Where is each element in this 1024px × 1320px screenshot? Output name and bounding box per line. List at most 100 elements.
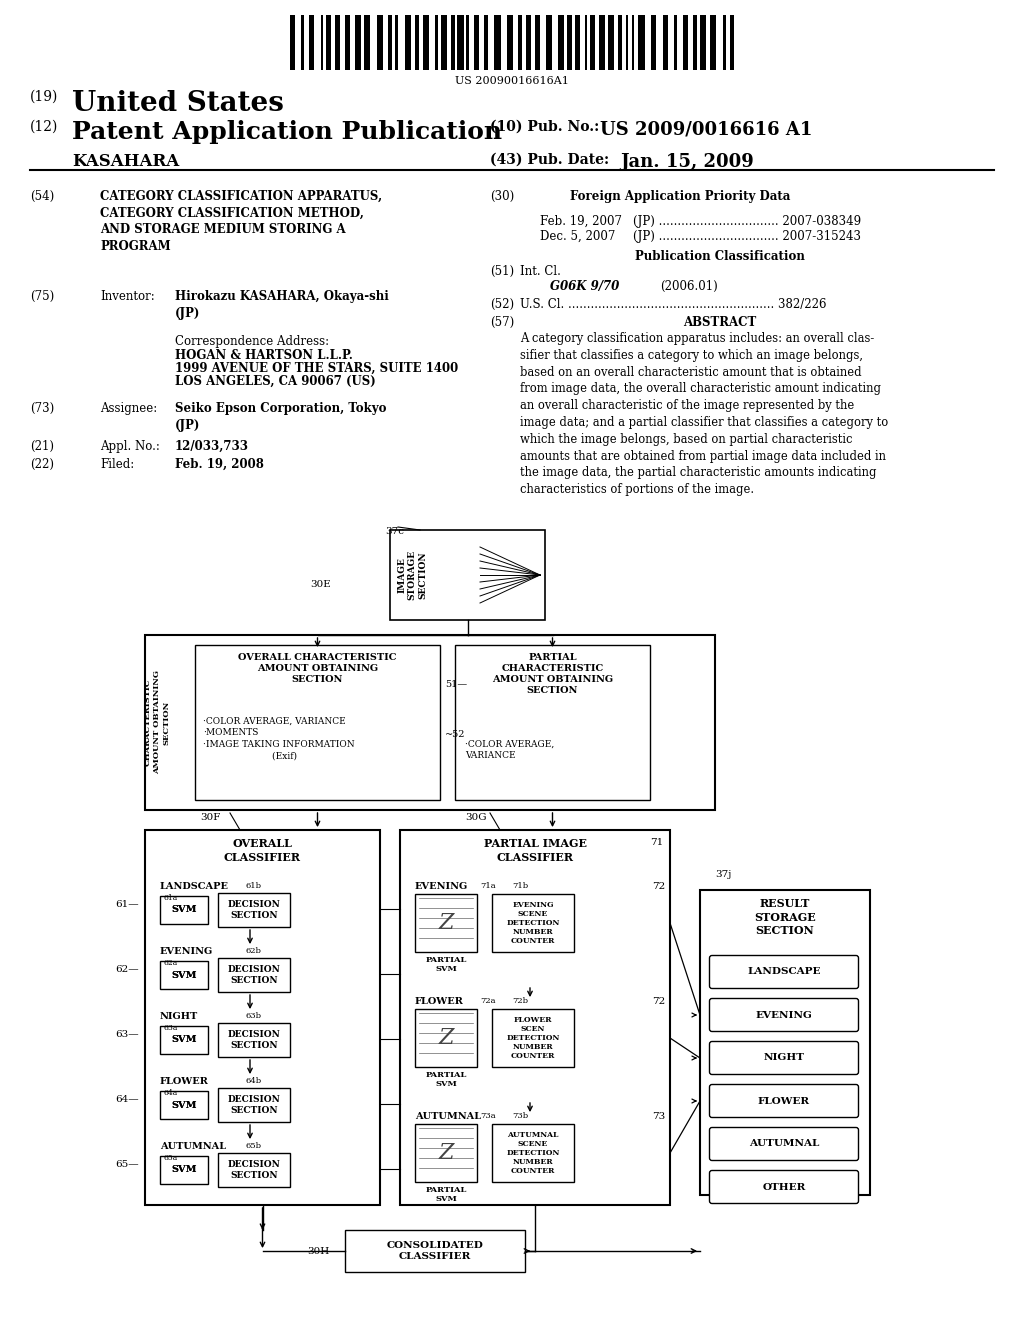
Text: OTHER: OTHER	[762, 1183, 806, 1192]
Text: G06K 9/70: G06K 9/70	[550, 280, 620, 293]
Text: United States: United States	[72, 90, 284, 117]
Text: (JP) ................................ 2007-038349: (JP) ................................ 20…	[633, 215, 861, 228]
Bar	[730, 15, 734, 70]
Text: (2006.01): (2006.01)	[660, 280, 718, 293]
Text: 64—: 64—	[115, 1096, 138, 1104]
Text: 72: 72	[651, 997, 665, 1006]
Bar	[415, 1008, 477, 1067]
Text: HOGAN & HARTSON L.L.P.: HOGAN & HARTSON L.L.P.	[175, 348, 353, 362]
Bar	[700, 890, 870, 1195]
Text: A category classification apparatus includes: an overall clas-
sifier that class: A category classification apparatus incl…	[520, 333, 888, 496]
Text: PARTIAL
SVM: PARTIAL SVM	[425, 956, 467, 973]
Text: Appl. No.:: Appl. No.:	[100, 440, 160, 453]
Bar	[377, 15, 383, 70]
Bar	[326, 15, 331, 70]
Text: CATEGORY CLASSIFICATION APPARATUS,
CATEGORY CLASSIFICATION METHOD,
AND STORAGE M: CATEGORY CLASSIFICATION APPARATUS, CATEG…	[100, 190, 382, 252]
Text: EVENING: EVENING	[415, 882, 468, 891]
Text: SVM: SVM	[171, 1101, 197, 1110]
Bar	[145, 830, 380, 1205]
Bar	[160, 896, 208, 924]
Bar	[345, 15, 350, 70]
Text: SVM: SVM	[171, 1035, 197, 1044]
FancyBboxPatch shape	[710, 1085, 858, 1118]
Text: Seiko Epson Corporation, Tokyo
(JP): Seiko Epson Corporation, Tokyo (JP)	[175, 403, 386, 432]
Text: (JP) ................................ 2007-315243: (JP) ................................ 20…	[633, 230, 861, 243]
Text: Feb. 19, 2007: Feb. 19, 2007	[540, 215, 622, 228]
Bar	[590, 15, 595, 70]
FancyBboxPatch shape	[710, 1171, 858, 1204]
Text: 63—: 63—	[115, 1030, 138, 1039]
Text: 37j: 37j	[715, 870, 731, 879]
Text: FLOWER: FLOWER	[415, 997, 464, 1006]
Bar	[626, 15, 628, 70]
Text: Z: Z	[438, 912, 454, 935]
Text: EVENING: EVENING	[160, 946, 213, 956]
Bar	[492, 894, 574, 952]
Text: EVENING
SCENE
DETECTION
NUMBER
COUNTER: EVENING SCENE DETECTION NUMBER COUNTER	[506, 900, 560, 945]
Bar	[632, 15, 635, 70]
Text: 63a: 63a	[163, 1024, 177, 1032]
Text: AUTUMNAL: AUTUMNAL	[160, 1142, 226, 1151]
Bar	[492, 1008, 574, 1067]
Text: (21): (21)	[30, 440, 54, 453]
Text: (73): (73)	[30, 403, 54, 414]
Text: 61—: 61—	[115, 900, 138, 909]
Text: (43) Pub. Date:: (43) Pub. Date:	[490, 153, 609, 168]
Bar	[585, 15, 588, 70]
Text: 65b: 65b	[245, 1142, 261, 1150]
Bar	[558, 15, 564, 70]
Bar	[492, 1125, 574, 1181]
Text: SVM: SVM	[171, 970, 197, 979]
Bar	[607, 15, 614, 70]
Text: 73b: 73b	[512, 1111, 528, 1119]
Text: DECISION
SECTION: DECISION SECTION	[227, 1160, 281, 1180]
Bar	[535, 15, 540, 70]
Bar	[160, 1026, 208, 1053]
Text: 62b: 62b	[245, 946, 261, 954]
Bar	[415, 1125, 477, 1181]
Text: AUTUMNAL
SCENE
DETECTION
NUMBER
COUNTER: AUTUMNAL SCENE DETECTION NUMBER COUNTER	[506, 1131, 560, 1175]
Bar	[651, 15, 656, 70]
Text: Dec. 5, 2007: Dec. 5, 2007	[540, 230, 615, 243]
Text: SVM: SVM	[171, 1035, 197, 1044]
Text: (52): (52)	[490, 298, 514, 312]
Text: 61a: 61a	[163, 894, 177, 902]
Text: Patent Application Publication: Patent Application Publication	[72, 120, 502, 144]
Text: FLOWER: FLOWER	[160, 1077, 209, 1086]
Text: (22): (22)	[30, 458, 54, 471]
Text: 12/033,733: 12/033,733	[175, 440, 249, 453]
Bar	[440, 15, 446, 70]
Bar	[547, 15, 552, 70]
Text: 64a: 64a	[163, 1089, 177, 1097]
Bar	[693, 15, 697, 70]
Bar	[617, 15, 622, 70]
Text: DECISION
SECTION: DECISION SECTION	[227, 965, 281, 985]
Text: (75): (75)	[30, 290, 54, 304]
Text: ~52: ~52	[445, 730, 466, 739]
FancyBboxPatch shape	[710, 998, 858, 1031]
Text: PARTIAL
SVM: PARTIAL SVM	[425, 1071, 467, 1088]
Text: 1999 AVENUE OF THE STARS, SUITE 1400: 1999 AVENUE OF THE STARS, SUITE 1400	[175, 362, 459, 375]
Text: IMAGE
STORAGE
SECTION: IMAGE STORAGE SECTION	[397, 550, 427, 601]
Bar	[145, 635, 715, 810]
Text: CONSOLIDATED
CLASSIFIER: CONSOLIDATED CLASSIFIER	[387, 1241, 483, 1261]
Text: SVM: SVM	[171, 1166, 197, 1175]
Bar	[567, 15, 572, 70]
Bar	[699, 15, 706, 70]
Text: (51): (51)	[490, 265, 514, 279]
Text: CHARACTERISTIC
AMOUNT OBTAINING
SECTION: CHARACTERISTIC AMOUNT OBTAINING SECTION	[143, 671, 170, 775]
Text: 71a: 71a	[480, 882, 496, 890]
Text: 71: 71	[650, 838, 664, 847]
Text: Z: Z	[438, 1142, 454, 1164]
Bar	[518, 15, 522, 70]
Text: SVM: SVM	[171, 970, 197, 979]
Bar	[309, 15, 314, 70]
Text: PARTIAL
SVM: PARTIAL SVM	[425, 1185, 467, 1204]
Text: RESULT
STORAGE
SECTION: RESULT STORAGE SECTION	[754, 898, 816, 936]
Bar	[474, 15, 479, 70]
Text: LANDSCAPE: LANDSCAPE	[748, 968, 821, 977]
Text: 73: 73	[651, 1111, 665, 1121]
Text: (30): (30)	[490, 190, 514, 203]
Text: 30F: 30F	[200, 813, 220, 822]
Text: DECISION
SECTION: DECISION SECTION	[227, 1031, 281, 1049]
